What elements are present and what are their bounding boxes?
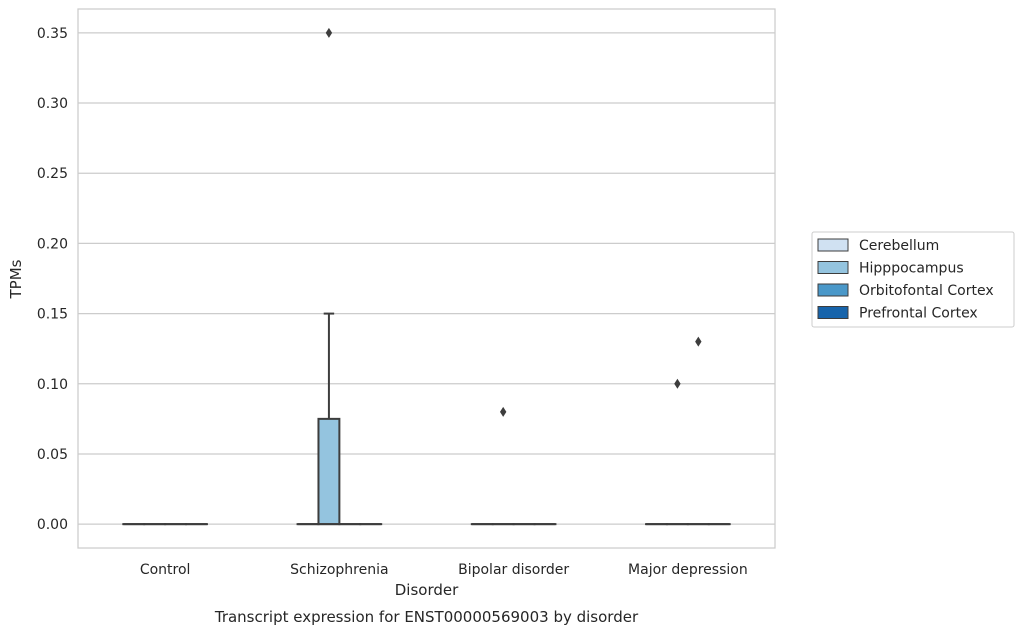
legend-swatch: [817, 306, 849, 319]
x-axis-title: Disorder: [395, 581, 459, 599]
plot-area: [78, 9, 775, 548]
y-tick-label: 0.15: [37, 307, 68, 323]
legend-frame: [811, 231, 1015, 328]
x-tick-label: Schizophrenia: [290, 562, 388, 578]
y-tick-label: 0.05: [37, 447, 68, 463]
legend-label: Prefrontal Cortex: [859, 306, 978, 322]
grid-lines: [78, 32, 775, 525]
y-tick-label: 0.35: [37, 26, 68, 42]
box-series: [122, 27, 731, 526]
x-tick-label: Control: [140, 562, 191, 578]
outlier-point: [499, 406, 507, 417]
box: [317, 417, 341, 526]
y-axis-title: TPMs: [7, 259, 25, 299]
y-tick-label: 0.20: [37, 236, 68, 252]
outlier-point: [325, 27, 333, 38]
legend-label: Orbitofontal Cortex: [859, 283, 994, 299]
x-tick-labels: Control Schizophrenia Bipolar disorder Majo…: [140, 562, 748, 578]
x-tick-label: Major depression: [628, 562, 748, 578]
legend-label: Cerebellum: [859, 238, 939, 254]
legend-swatch: [817, 283, 849, 297]
legend: Cerebellum Hipppocampus Orbitofontal Corte…: [811, 231, 1015, 328]
y-tick-labels: 0.00 0.05 0.10 0.15 0.20 0.25 0.30 0.35: [37, 26, 68, 533]
legend-swatch: [817, 261, 849, 274]
plot-frame: [77, 8, 776, 549]
y-tick-label: 0.25: [37, 166, 68, 182]
outlier-point: [695, 336, 702, 347]
legend-swatch: [817, 238, 849, 252]
x-tick-label: Bipolar disorder: [458, 562, 569, 578]
outlier-point: [674, 378, 681, 389]
y-tick-label: 0.10: [37, 377, 68, 393]
y-tick-label: 0.00: [37, 517, 68, 533]
legend-label: Hipppocampus: [859, 261, 964, 277]
y-tick-label: 0.30: [37, 96, 68, 112]
chart-title: Transcript expression for ENST0000056900…: [214, 608, 639, 626]
